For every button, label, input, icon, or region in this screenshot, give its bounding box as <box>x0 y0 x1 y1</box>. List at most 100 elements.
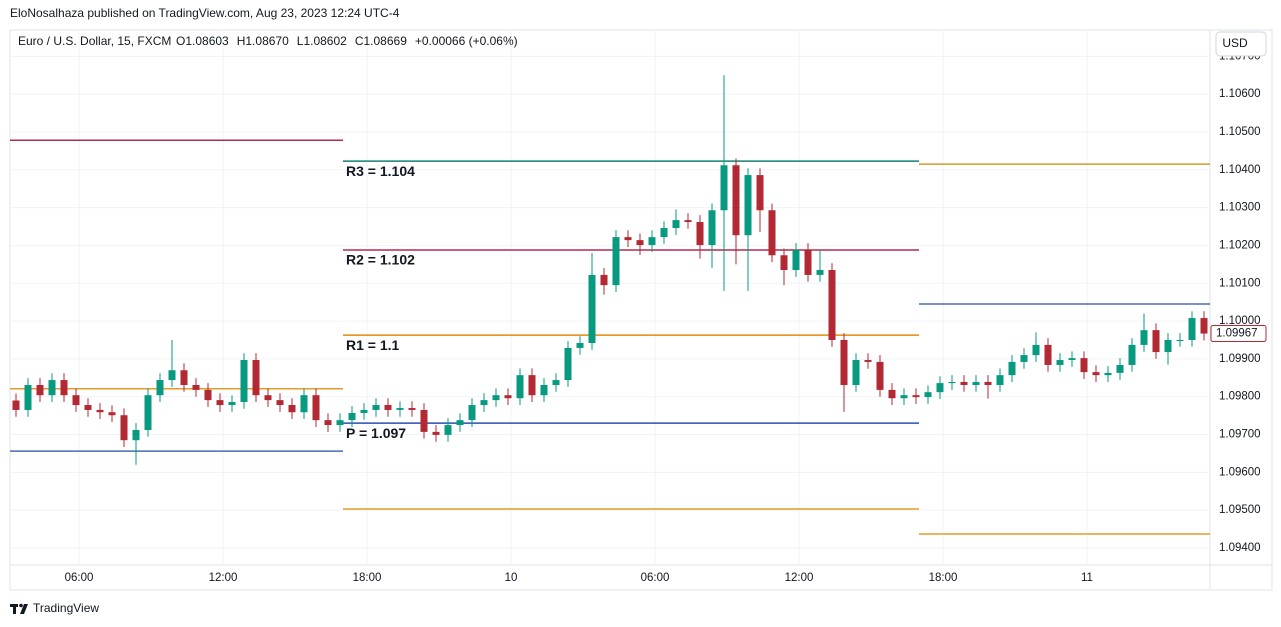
candle-body <box>48 380 56 396</box>
y-tick-label: 1.09700 <box>1219 429 1261 441</box>
candle-body <box>1140 330 1148 345</box>
x-tick-label: 11 <box>1081 572 1093 584</box>
candle-body <box>408 408 416 410</box>
candle-body <box>552 380 560 385</box>
candle-body <box>1116 364 1124 373</box>
candle-body <box>720 165 728 211</box>
candle-body <box>156 380 164 396</box>
candle-body <box>1128 344 1136 365</box>
candle-body <box>924 392 932 398</box>
candle-body <box>72 395 80 406</box>
candle-body <box>936 383 944 393</box>
publisher-line: EloNosalhaza published on TradingView.co… <box>10 6 400 20</box>
ohlc-value: C1.08669 <box>355 34 407 48</box>
y-tick-label: 1.10300 <box>1219 202 1261 214</box>
candle-body <box>912 395 920 398</box>
candle-body <box>864 360 872 362</box>
candle-body <box>876 361 884 390</box>
candle-body <box>780 255 788 271</box>
candle-body <box>600 274 608 286</box>
candle-body <box>1092 372 1100 376</box>
ohlc-value: O1.08603 <box>176 34 229 48</box>
candle-body <box>564 347 572 381</box>
candle-body <box>360 409 368 413</box>
candle-body <box>264 395 272 401</box>
candle-body <box>372 405 380 410</box>
candle-body <box>132 429 140 441</box>
candle-body <box>1176 339 1184 341</box>
candle-body <box>312 395 320 421</box>
candle-body <box>1104 372 1112 376</box>
currency-label[interactable]: USD <box>1222 36 1248 50</box>
ohlc-value: H1.08670 <box>237 34 289 48</box>
candle-body <box>696 221 704 246</box>
y-tick-label: 1.10000 <box>1219 315 1261 327</box>
candle-body <box>288 405 296 413</box>
candle-body <box>516 375 524 399</box>
y-tick-label: 1.10500 <box>1219 126 1261 138</box>
candle-body <box>504 395 512 399</box>
candle-body <box>648 237 656 246</box>
candle-body <box>1200 318 1208 334</box>
y-tick-label: 1.10400 <box>1219 164 1261 176</box>
candle-body <box>900 395 908 399</box>
candle-body <box>1020 355 1028 362</box>
candle-body <box>1008 361 1016 376</box>
candle-body <box>840 339 848 385</box>
candle-body <box>468 405 476 421</box>
x-tick-label: 06:00 <box>641 572 670 584</box>
candle-body <box>84 405 92 410</box>
candle-body <box>276 400 284 406</box>
candle-body <box>768 210 776 256</box>
y-tick-label: 1.09800 <box>1219 391 1261 403</box>
candle-body <box>1044 344 1052 365</box>
candle-body <box>732 165 740 236</box>
candle-body <box>324 420 332 426</box>
candle-body <box>144 395 152 430</box>
ohlc-value: L1.08602 <box>297 34 347 48</box>
candle-body <box>948 381 956 384</box>
candle-body <box>348 412 356 421</box>
candle-body <box>672 220 680 229</box>
candle-body <box>636 240 644 246</box>
candle-body <box>660 228 668 238</box>
y-tick-label: 1.09400 <box>1219 542 1261 554</box>
symbol-title: Euro / U.S. Dollar, 15, FXCM <box>18 34 171 48</box>
candle-body <box>252 360 260 396</box>
candle-body <box>624 237 632 241</box>
ohlc-value: +0.00066 (+0.06%) <box>415 34 518 48</box>
candle-body <box>300 395 308 413</box>
candle-body <box>96 409 104 413</box>
last-price-label: 1.09967 <box>1216 328 1258 340</box>
candle-body <box>1068 358 1076 361</box>
candle-body <box>444 425 452 435</box>
candle-body <box>384 405 392 410</box>
currency-button[interactable] <box>1215 31 1267 57</box>
x-tick-label: 06:00 <box>65 572 94 584</box>
candle-body <box>816 270 824 275</box>
candle-body <box>1164 339 1172 353</box>
candle-body <box>756 175 764 211</box>
candle-body <box>792 249 800 271</box>
y-tick-label: 1.09900 <box>1219 353 1261 365</box>
candle-body <box>1080 358 1088 373</box>
candle-body <box>960 381 968 385</box>
candle-body <box>588 274 596 344</box>
candle-body <box>192 384 200 390</box>
y-tick-label: 1.10600 <box>1219 88 1261 100</box>
candle-body <box>228 402 236 406</box>
candle-body <box>1056 360 1064 365</box>
x-tick-label: 12:00 <box>785 572 814 584</box>
candle-body <box>744 175 752 236</box>
candle-body <box>396 408 404 410</box>
y-tick-label: 1.10100 <box>1219 277 1261 289</box>
brand-name: TradingView <box>33 601 99 615</box>
last-price-tag <box>1210 325 1267 343</box>
candle-body <box>480 400 488 406</box>
candle-body <box>540 384 548 396</box>
brand-logo <box>10 603 28 614</box>
candle-body <box>804 249 812 275</box>
pivot-label: R2 = 1.102 <box>346 252 415 268</box>
candle-body <box>612 237 620 286</box>
